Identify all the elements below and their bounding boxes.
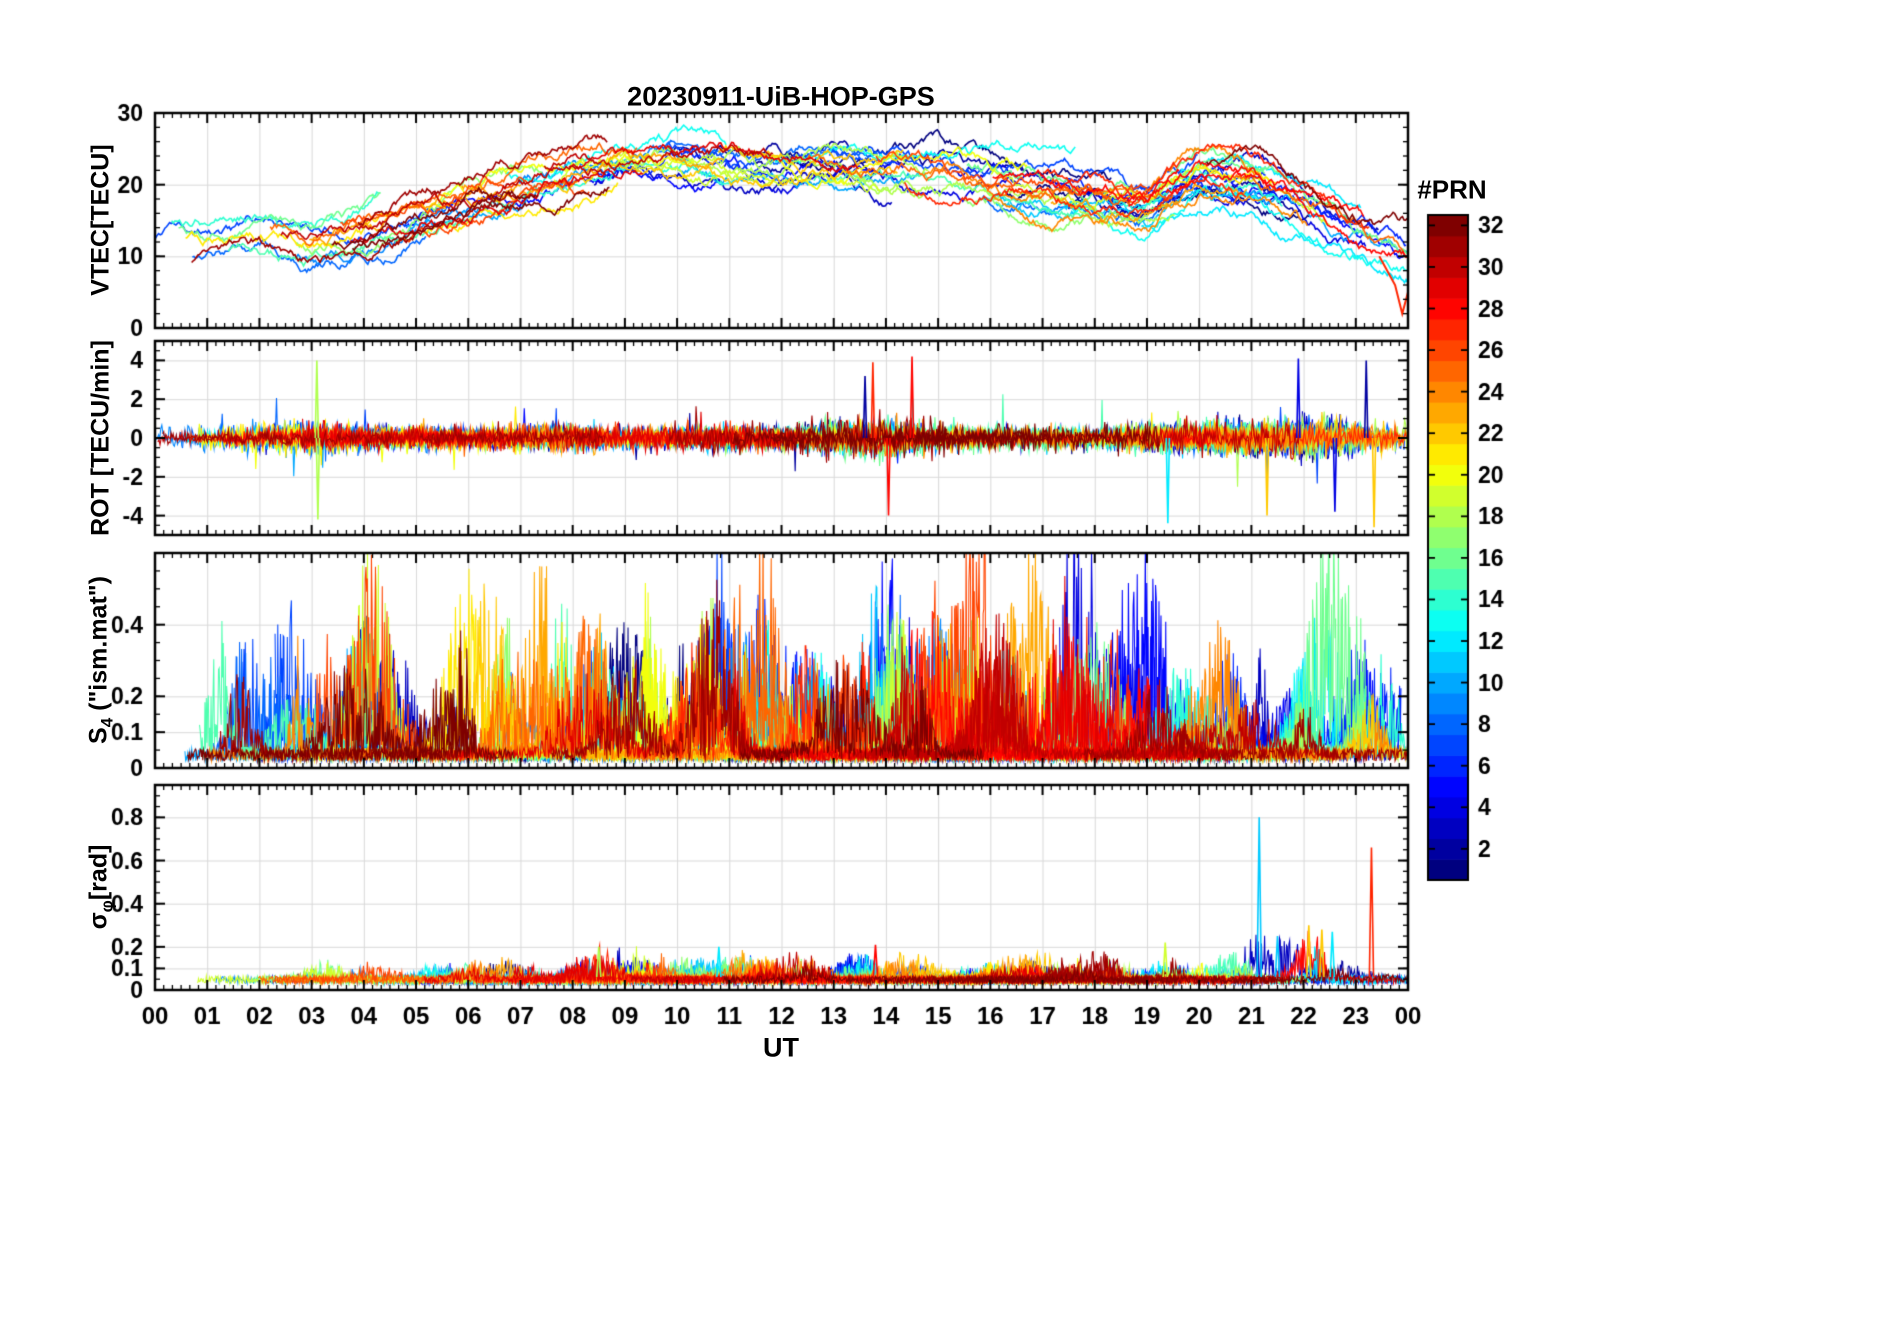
ylabel-vtec: VTEC[TECU] <box>86 144 115 296</box>
ylabel-s4-post: ("ism.mat") <box>84 576 113 718</box>
ylabel-s4: S4 ("ism.mat") <box>85 576 118 744</box>
ylabel-rot: ROT [TECU/min] <box>86 340 115 536</box>
ylabel-s4-sub: 4 <box>97 717 117 728</box>
ylabel-sigma-phi: σφ[rad] <box>85 845 118 930</box>
chart-title: 20230911-UiB-HOP-GPS <box>627 81 935 112</box>
colorbar-label: #PRN <box>1417 174 1487 205</box>
ylabel-sigma-post: [rad] <box>84 844 113 901</box>
ylabel-s4-pre: S <box>84 727 113 744</box>
ylabel-sigma-sub: φ <box>97 900 117 913</box>
xlabel-ut: UT <box>763 1032 799 1063</box>
ylabel-sigma-pre: σ <box>84 912 113 930</box>
